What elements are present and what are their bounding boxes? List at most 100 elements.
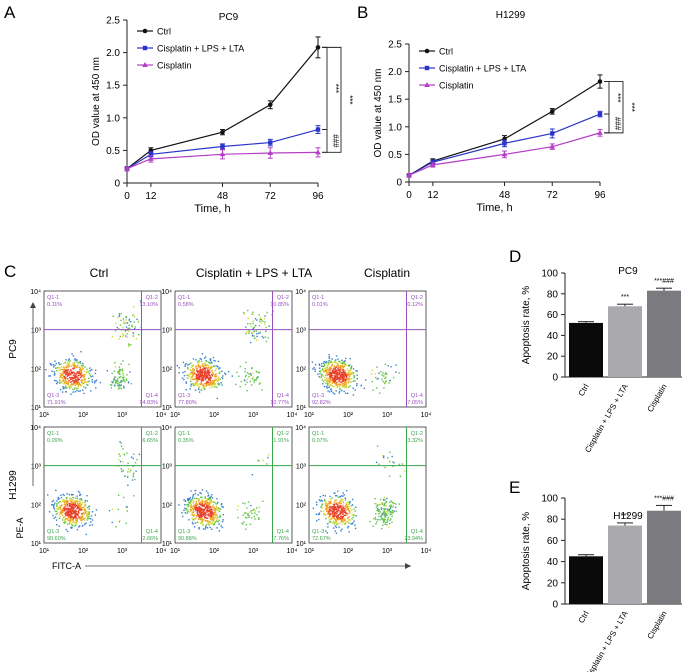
flow-event (58, 506, 60, 508)
flow-event (78, 508, 81, 510)
flow-event (119, 335, 121, 338)
flow-event (70, 386, 72, 388)
flow-event (71, 507, 73, 510)
flow-event (73, 365, 76, 368)
flow-event (200, 512, 203, 514)
quadrant-value: 3.32% (407, 438, 423, 444)
flow-event (341, 523, 343, 525)
flow-event (118, 366, 121, 368)
flow-event (89, 518, 92, 520)
flow-event (208, 524, 210, 526)
flow-event (341, 374, 344, 377)
flow-event (187, 509, 189, 512)
flow-event (76, 513, 79, 515)
flow-event (319, 372, 321, 375)
flow-event (202, 378, 205, 380)
flow-event (342, 380, 344, 382)
flow-event (338, 376, 340, 379)
flow-event (395, 371, 397, 373)
flow-event (326, 379, 329, 381)
flow-event (330, 512, 332, 515)
flow-event (254, 324, 257, 327)
flow-event (70, 374, 72, 376)
flow-event (204, 528, 206, 530)
flow-event (342, 373, 344, 375)
flow-event (371, 369, 373, 372)
flow-event (355, 506, 357, 509)
flow-event (322, 494, 324, 497)
flow-event (214, 516, 216, 519)
flow-event (344, 370, 346, 372)
flow-event (116, 326, 119, 329)
flow-event (332, 380, 335, 383)
flow-event (386, 513, 389, 515)
flow-event (336, 490, 339, 492)
flow-event (244, 375, 247, 378)
flow-event (336, 368, 339, 370)
flow-event (99, 381, 101, 384)
flow-event (77, 365, 79, 367)
flow-event (85, 381, 88, 383)
flow-event (245, 326, 247, 328)
flow-event (61, 519, 64, 521)
flow-event (219, 367, 221, 369)
flow-event (347, 370, 350, 372)
flow-event (206, 501, 208, 503)
flow-event (316, 520, 318, 522)
flow-event (259, 318, 261, 321)
y-tick-label: 10⁴ (30, 425, 41, 432)
flow-event (208, 364, 210, 367)
flow-event (188, 498, 190, 500)
flow-event (121, 369, 124, 372)
flow-event (128, 363, 130, 366)
flow-event (190, 490, 192, 492)
flow-event (60, 380, 62, 382)
flow-event (60, 513, 62, 515)
flow-event (114, 366, 117, 368)
flow-event (79, 503, 81, 505)
flow-event (326, 373, 329, 375)
flow-event (238, 375, 240, 377)
y-tick-label: 10⁴ (161, 425, 172, 432)
flow-event (74, 497, 77, 499)
column-header: Cisplatin + LPS + LTA (196, 266, 312, 280)
flow-event (341, 515, 344, 518)
flow-event (198, 502, 200, 504)
flow-event (191, 506, 193, 509)
flow-event (331, 511, 334, 514)
flow-event (216, 380, 218, 382)
flow-event (80, 507, 82, 509)
flow-event (382, 456, 385, 459)
flow-event (335, 366, 337, 369)
flow-event (205, 382, 208, 384)
flow-event (77, 372, 79, 374)
flow-event (64, 378, 67, 381)
flow-event (115, 381, 118, 383)
flow-event (76, 499, 79, 502)
flow-event (339, 388, 341, 390)
flow-event (78, 371, 80, 373)
flow-event (72, 355, 75, 357)
flow-event (209, 368, 211, 370)
flow-event (253, 515, 255, 518)
flow-event (338, 526, 340, 528)
flow-event (195, 381, 197, 384)
flow-event (251, 332, 254, 334)
panel-letter-e: E (509, 478, 520, 497)
flow-event (250, 374, 252, 376)
flow-event (69, 511, 71, 514)
flow-event (120, 470, 123, 473)
flow-event (213, 520, 215, 522)
x-axis-label: Time, h (476, 202, 512, 214)
flow-event (384, 508, 387, 510)
flow-event (334, 514, 336, 516)
flow-event (192, 378, 195, 381)
flow-event (253, 381, 255, 384)
flow-event (342, 511, 344, 513)
flow-event (66, 505, 68, 507)
flow-event (340, 505, 342, 508)
flow-event (75, 522, 78, 525)
flow-event (60, 510, 62, 512)
flow-event (356, 383, 358, 385)
flow-event (76, 528, 79, 531)
